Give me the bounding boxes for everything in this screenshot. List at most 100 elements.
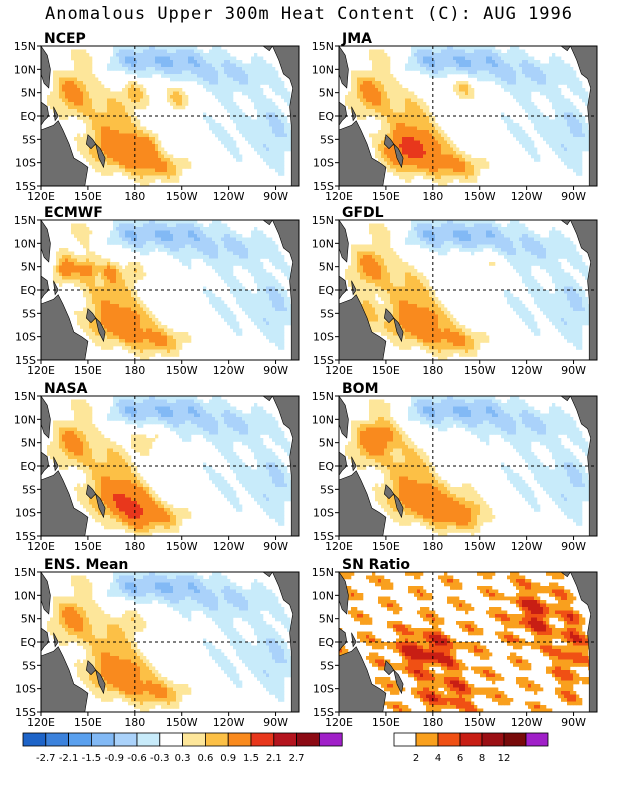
x-tick-label: 150E — [74, 540, 102, 553]
y-tick-label: 15S — [313, 530, 334, 543]
x-tick-label: 180 — [124, 190, 145, 203]
y-tick-label: EQ — [20, 636, 36, 649]
x-tick-label: 180 — [422, 716, 443, 729]
landmass — [40, 275, 50, 301]
y-tick-label: 10S — [15, 157, 36, 170]
y-tick-label: 10S — [313, 157, 334, 170]
colorbar-sn: 2 4 6 8 12 — [393, 732, 549, 764]
x-tick-label: 120W — [511, 540, 543, 553]
x-tick-label: 150E — [372, 190, 400, 203]
y-tick-label: 5S — [320, 483, 334, 496]
heatmap-cells — [53, 220, 300, 361]
colorbar-swatch — [45, 732, 69, 747]
colorbar-swatch — [136, 732, 161, 747]
landmass — [262, 219, 273, 226]
x-tick-label: 120E — [27, 716, 55, 729]
landmass — [383, 484, 395, 500]
y-tick-label: 5N — [319, 87, 334, 100]
landmass — [383, 134, 395, 150]
y-tick-label: 10N — [14, 63, 36, 76]
y-tick-label: 10S — [313, 683, 334, 696]
x-tick-label: 180 — [422, 540, 443, 553]
landmass — [53, 632, 59, 648]
landmass — [560, 45, 571, 52]
x-tick-label: 90W — [263, 540, 288, 553]
colorbar-swatch — [204, 732, 229, 747]
panel-title: JMA — [341, 31, 372, 47]
landmass — [351, 280, 357, 296]
x-tick-label: 120E — [325, 364, 353, 377]
landmass — [560, 395, 571, 402]
colorbar-label: -1.5 — [82, 753, 102, 764]
landmass — [351, 106, 357, 122]
y-tick-label: 10N — [312, 589, 334, 602]
panel-title: ENS. Mean — [44, 557, 128, 573]
x-tick-label: 120W — [213, 540, 245, 553]
landmass — [393, 317, 404, 343]
x-tick-label: 120W — [511, 716, 543, 729]
y-tick-label: EQ — [20, 460, 36, 473]
y-tick-label: 15N — [14, 390, 36, 403]
panel-title: ECMWF — [44, 205, 103, 221]
landmass — [40, 45, 51, 89]
x-tick-label: 150W — [464, 190, 496, 203]
colorbar-swatch — [227, 732, 252, 747]
x-tick-label: 150E — [74, 190, 102, 203]
landmass — [95, 143, 106, 169]
x-tick-label: 90W — [561, 190, 586, 203]
y-tick-label: 10N — [312, 63, 334, 76]
colorbar-label: -0.3 — [150, 753, 170, 764]
y-tick-label: 15N — [14, 566, 36, 579]
landmass — [262, 571, 273, 578]
colorbar-label: 8 — [479, 753, 485, 764]
x-tick-label: 120E — [325, 190, 353, 203]
colorbar-label: -0.6 — [127, 753, 147, 764]
colorbar-swatch — [159, 732, 184, 747]
y-tick-label: 15N — [14, 214, 36, 227]
landmass — [53, 456, 59, 472]
x-tick-label: 120W — [213, 364, 245, 377]
landmass — [40, 395, 51, 439]
y-tick-label: 5N — [21, 87, 36, 100]
y-tick-label: 15S — [15, 180, 36, 193]
x-tick-label: 150E — [74, 716, 102, 729]
colorbar-swatch — [437, 732, 461, 747]
colorbar-swatch — [182, 732, 206, 747]
y-tick-label: 15N — [312, 214, 334, 227]
y-tick-label: 5N — [21, 261, 36, 274]
x-tick-label: 150W — [166, 540, 198, 553]
y-tick-label: 5S — [22, 133, 36, 146]
landmass — [95, 493, 106, 519]
x-tick-label: 180 — [422, 190, 443, 203]
colorbar-label: 2 — [413, 753, 419, 764]
colorbar-swatch — [318, 732, 343, 747]
y-tick-label: 10N — [14, 413, 36, 426]
x-tick-label: 180 — [124, 716, 145, 729]
landmass — [85, 308, 97, 324]
colorbar-label: 0.3 — [175, 753, 191, 764]
colorbar-label: 0.9 — [220, 753, 236, 764]
y-tick-label: 10S — [313, 331, 334, 344]
colorbar-label: 2.7 — [289, 753, 305, 764]
landmass — [262, 395, 273, 402]
x-tick-label: 120E — [325, 540, 353, 553]
x-tick-label: 150E — [372, 540, 400, 553]
colorbar-swatch — [273, 732, 297, 747]
colorbar-label: -2.7 — [36, 753, 56, 764]
x-tick-label: 120E — [27, 540, 55, 553]
y-tick-label: 10N — [14, 589, 36, 602]
landmass — [40, 219, 51, 263]
heatmap-cells — [345, 46, 598, 187]
y-tick-label: 15S — [15, 530, 36, 543]
y-tick-label: EQ — [318, 284, 334, 297]
y-tick-label: 5S — [22, 659, 36, 672]
landmass — [95, 317, 106, 343]
figure-title: Anomalous Upper 300m Heat Content (C): A… — [44, 4, 574, 24]
y-tick-label: 5S — [22, 483, 36, 496]
